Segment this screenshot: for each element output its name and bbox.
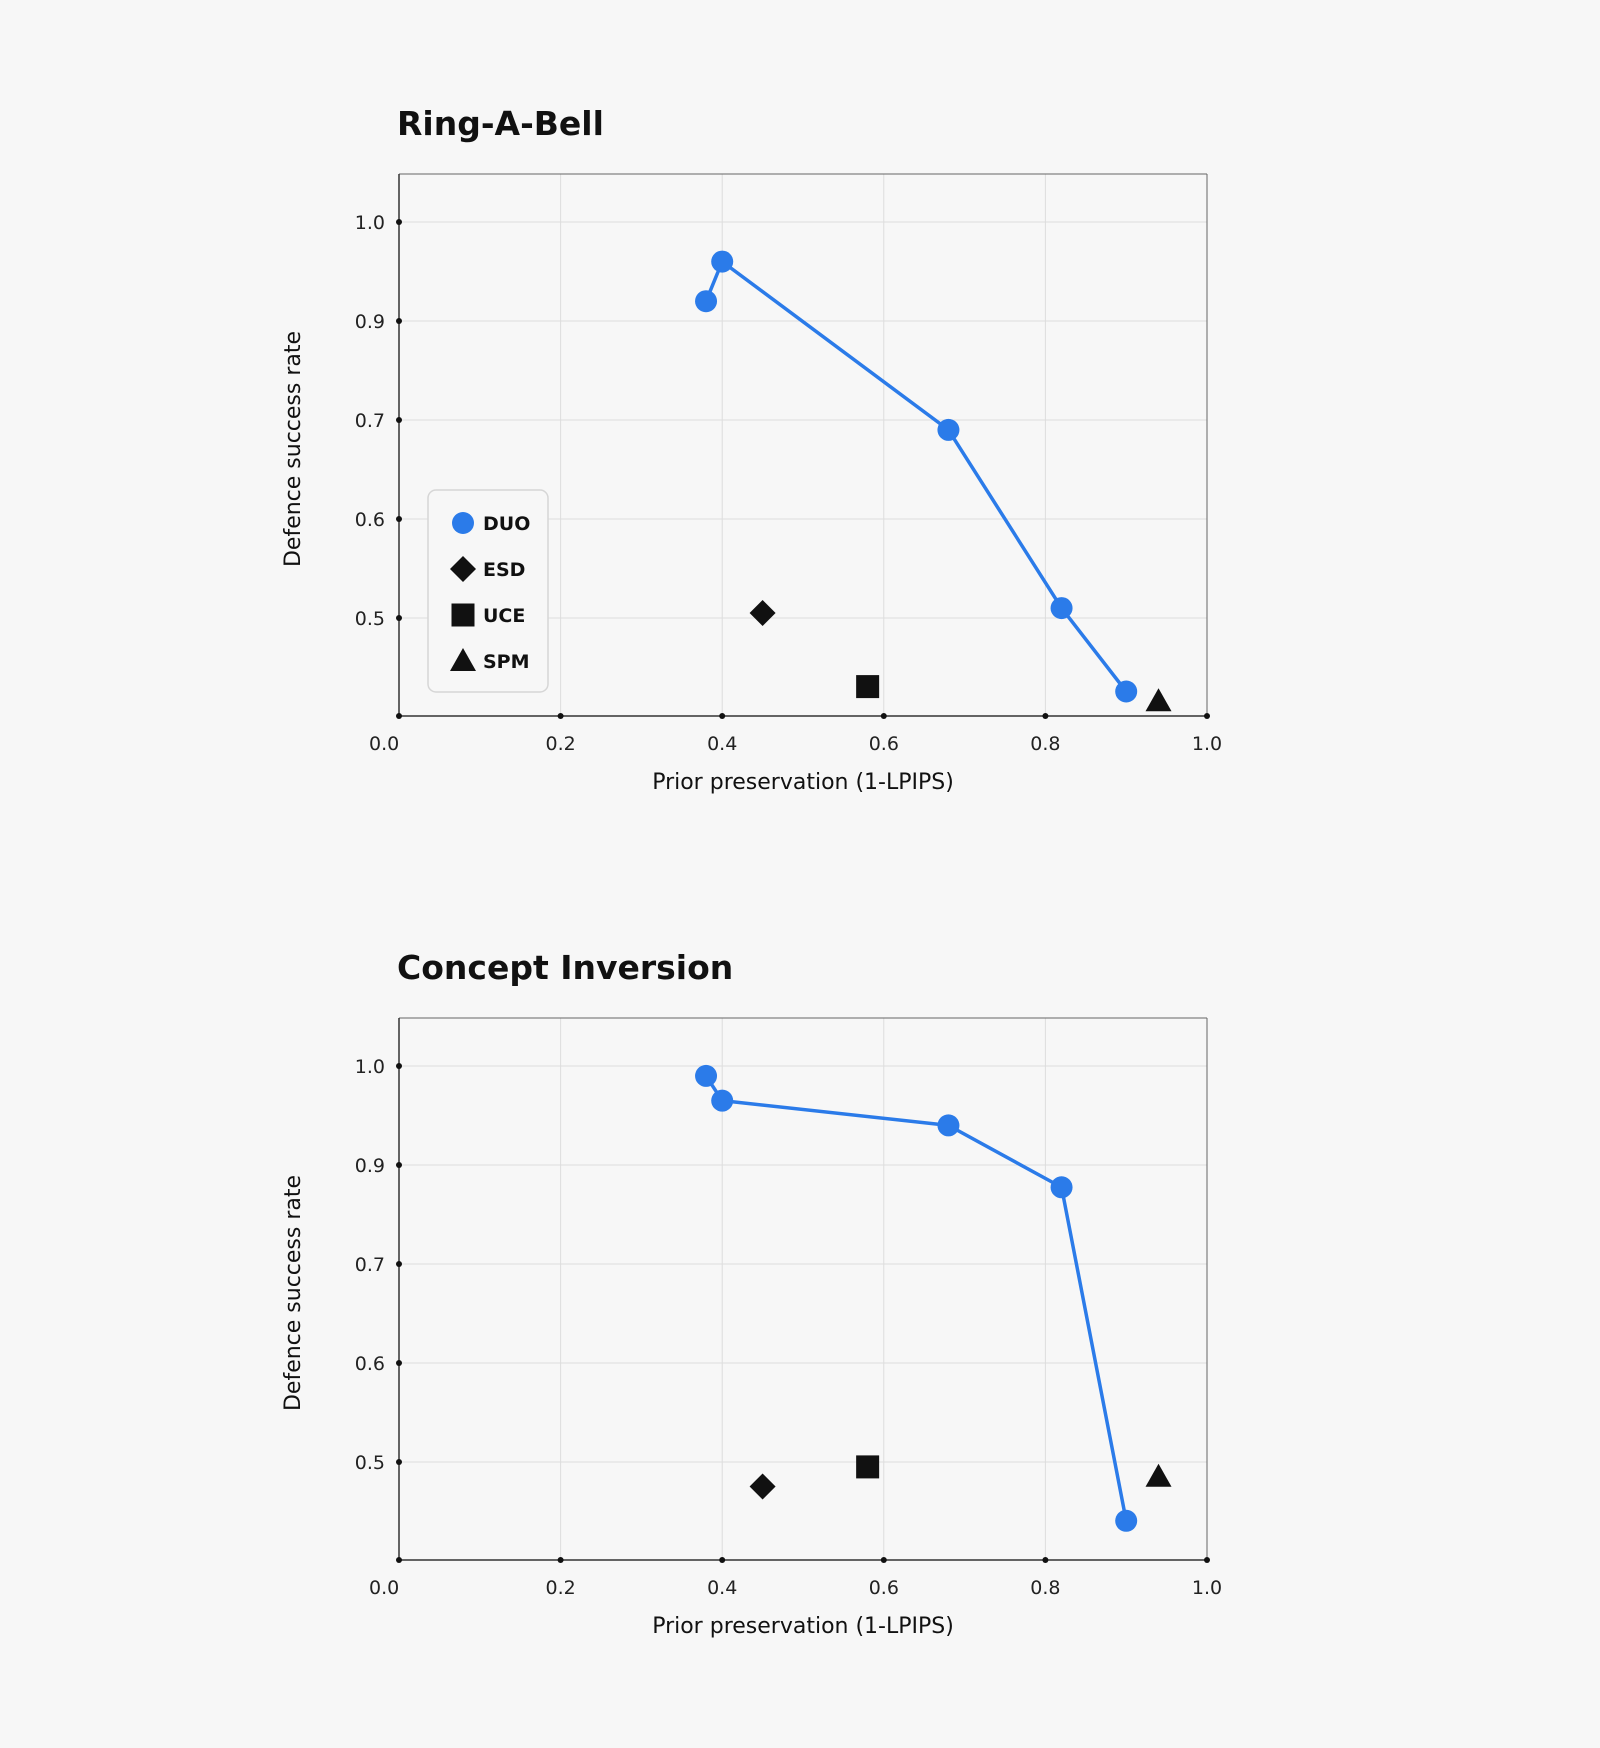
y-tick-dot [396,1063,402,1069]
plot-area [399,1018,1207,1560]
y-tick-label: 1.0 [355,1056,385,1078]
y-tick-dot [396,615,402,621]
x-tick-label: 1.0 [1192,1577,1222,1599]
x-tick-dot [396,713,402,719]
chart-ring-a-bell: 0.0 0.2 0.4 0.6 0.8 1.0 1.0 0.9 0.7 0.6 0.5 Prior p… [281,173,1222,795]
x-tick-label: 0.4 [707,733,737,755]
legend-marker-duo [452,512,474,534]
legend-label-spm: SPM [483,651,530,673]
chart-title-ring-a-bell: Ring-A-Bell [397,104,604,143]
x-axis-title: Prior preservation (1-LPIPS) [652,1614,954,1639]
x-tick-dot [719,1557,726,1563]
data-point-esd [749,600,776,627]
x-tick-label: 1.0 [1192,733,1222,755]
y-tick-dot [396,1459,402,1465]
x-tick-label: 0.0 [369,733,399,755]
x-tick-label: 0.8 [1030,1577,1060,1599]
y-tick-label: 0.7 [355,1254,385,1276]
data-point-duo [1050,1176,1073,1199]
y-tick-label: 0.7 [355,410,385,432]
y-tick-dot [396,1360,402,1366]
x-tick-dot [557,1557,564,1563]
legend-label-uce: UCE [483,605,525,627]
data-point-duo [1115,680,1138,703]
y-tick-dot [396,1261,402,1267]
x-tick-dot [1042,713,1049,719]
y-axis-title: Defence success rate [281,331,306,567]
data-point-esd [749,1473,776,1500]
y-tick-dot [396,219,402,225]
legend-label-esd: ESD [483,559,525,581]
y-tick-label: 1.0 [355,212,385,234]
y-tick-dot [396,417,402,423]
y-tick-dot [396,516,402,522]
x-tick-label: 0.2 [545,1577,575,1599]
data-point-duo [711,1089,734,1112]
data-point-duo [1115,1509,1138,1532]
x-tick-label: 0.8 [1030,733,1060,755]
x-tick-dot [1042,1557,1049,1563]
data-point-spm [1145,688,1172,712]
legend-marker-spm [450,648,476,671]
x-axis-title: Prior preservation (1-LPIPS) [652,770,954,795]
data-point-duo [937,418,960,441]
y-tick-label: 0.6 [355,509,385,531]
y-tick-dot [396,1162,402,1168]
y-tick-dot [396,318,402,324]
y-tick-label: 0.9 [355,1155,385,1177]
legend-marker-uce [451,603,475,627]
data-point-duo [1050,597,1073,620]
chart-title-concept-inversion: Concept Inversion [397,948,734,987]
x-tick-dot [880,713,887,719]
y-tick-label: 0.5 [355,608,385,630]
chart-concept-inversion: 0.0 0.2 0.4 0.6 0.8 1.0 1.0 0.9 0.7 0.6 0.5 Prior p… [281,1017,1222,1639]
x-tick-label: 0.2 [545,733,575,755]
y-axis-title: Defence success rate [281,1175,306,1411]
data-point-duo [695,290,718,313]
x-tick-dot [880,1557,887,1563]
y-tick-label: 0.9 [355,311,385,333]
y-tick-label: 0.5 [355,1452,385,1474]
x-tick-dot [1204,1557,1210,1563]
data-point-uce [856,675,880,699]
x-tick-dot [396,1557,402,1563]
x-tick-label: 0.4 [707,1577,737,1599]
legend-label-duo: DUO [483,513,530,535]
y-tick-label: 0.6 [355,1353,385,1375]
data-point-duo [711,250,734,273]
x-tick-dot [1204,713,1210,719]
legend-box [427,489,549,693]
x-tick-label: 0.6 [869,733,899,755]
x-tick-label: 0.0 [369,1577,399,1599]
data-point-uce [856,1455,880,1479]
x-tick-dot [557,713,564,719]
legend-marker-esd [450,556,476,582]
x-tick-dot [719,713,726,719]
x-tick-label: 0.6 [869,1577,899,1599]
data-point-spm [1145,1463,1172,1487]
data-point-duo [937,1114,960,1137]
data-point-duo [695,1064,718,1087]
